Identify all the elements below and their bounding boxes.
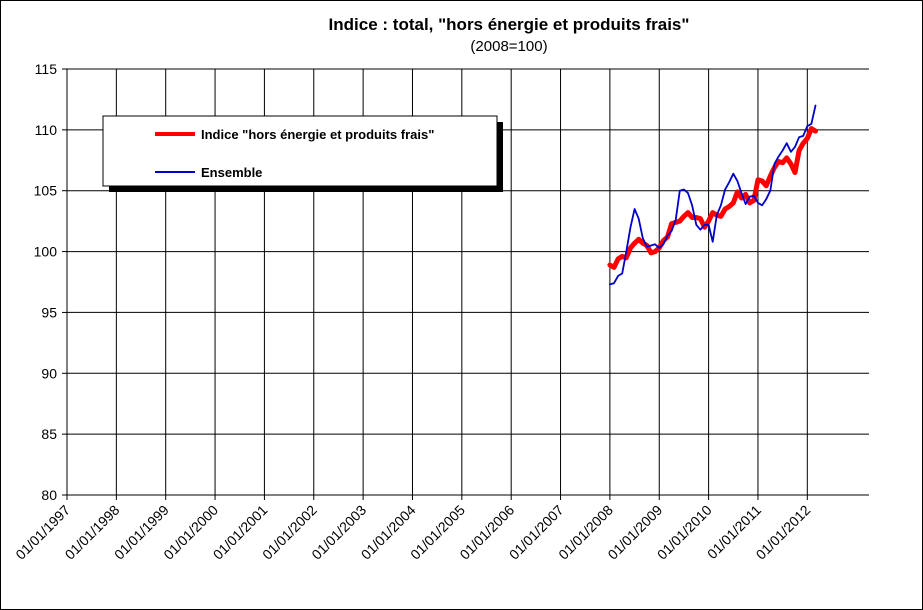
y-axis-ticks: 80 85 90 95 100 105 110 115 (34, 61, 67, 503)
y-tick-label: 105 (34, 183, 58, 199)
y-tick-label: 115 (35, 61, 58, 77)
series-lines (607, 104, 818, 286)
legend-label-1: Ensemble (201, 165, 262, 180)
chart-subtitle: (2008=100) (470, 38, 547, 55)
y-tick-label: 110 (35, 122, 58, 138)
y-tick-label: 90 (41, 365, 57, 381)
y-tick-label: 85 (41, 426, 57, 442)
legend-box (102, 115, 498, 187)
y-tick-label: 100 (34, 244, 58, 260)
legend-label-0: Indice "hors énergie et produits frais" (201, 127, 434, 142)
x-axis-ticks: 01/01/199701/01/199801/01/199901/01/2000… (12, 495, 814, 563)
series-line-0 (607, 126, 818, 270)
series-line-1 (609, 104, 817, 286)
legend: Indice "hors énergie et produits frais" E… (102, 115, 503, 192)
y-tick-label: 95 (41, 304, 57, 320)
axes (66, 69, 869, 496)
chart-title: Indice : total, "hors énergie et produit… (329, 15, 690, 34)
y-tick-label: 80 (41, 487, 57, 503)
